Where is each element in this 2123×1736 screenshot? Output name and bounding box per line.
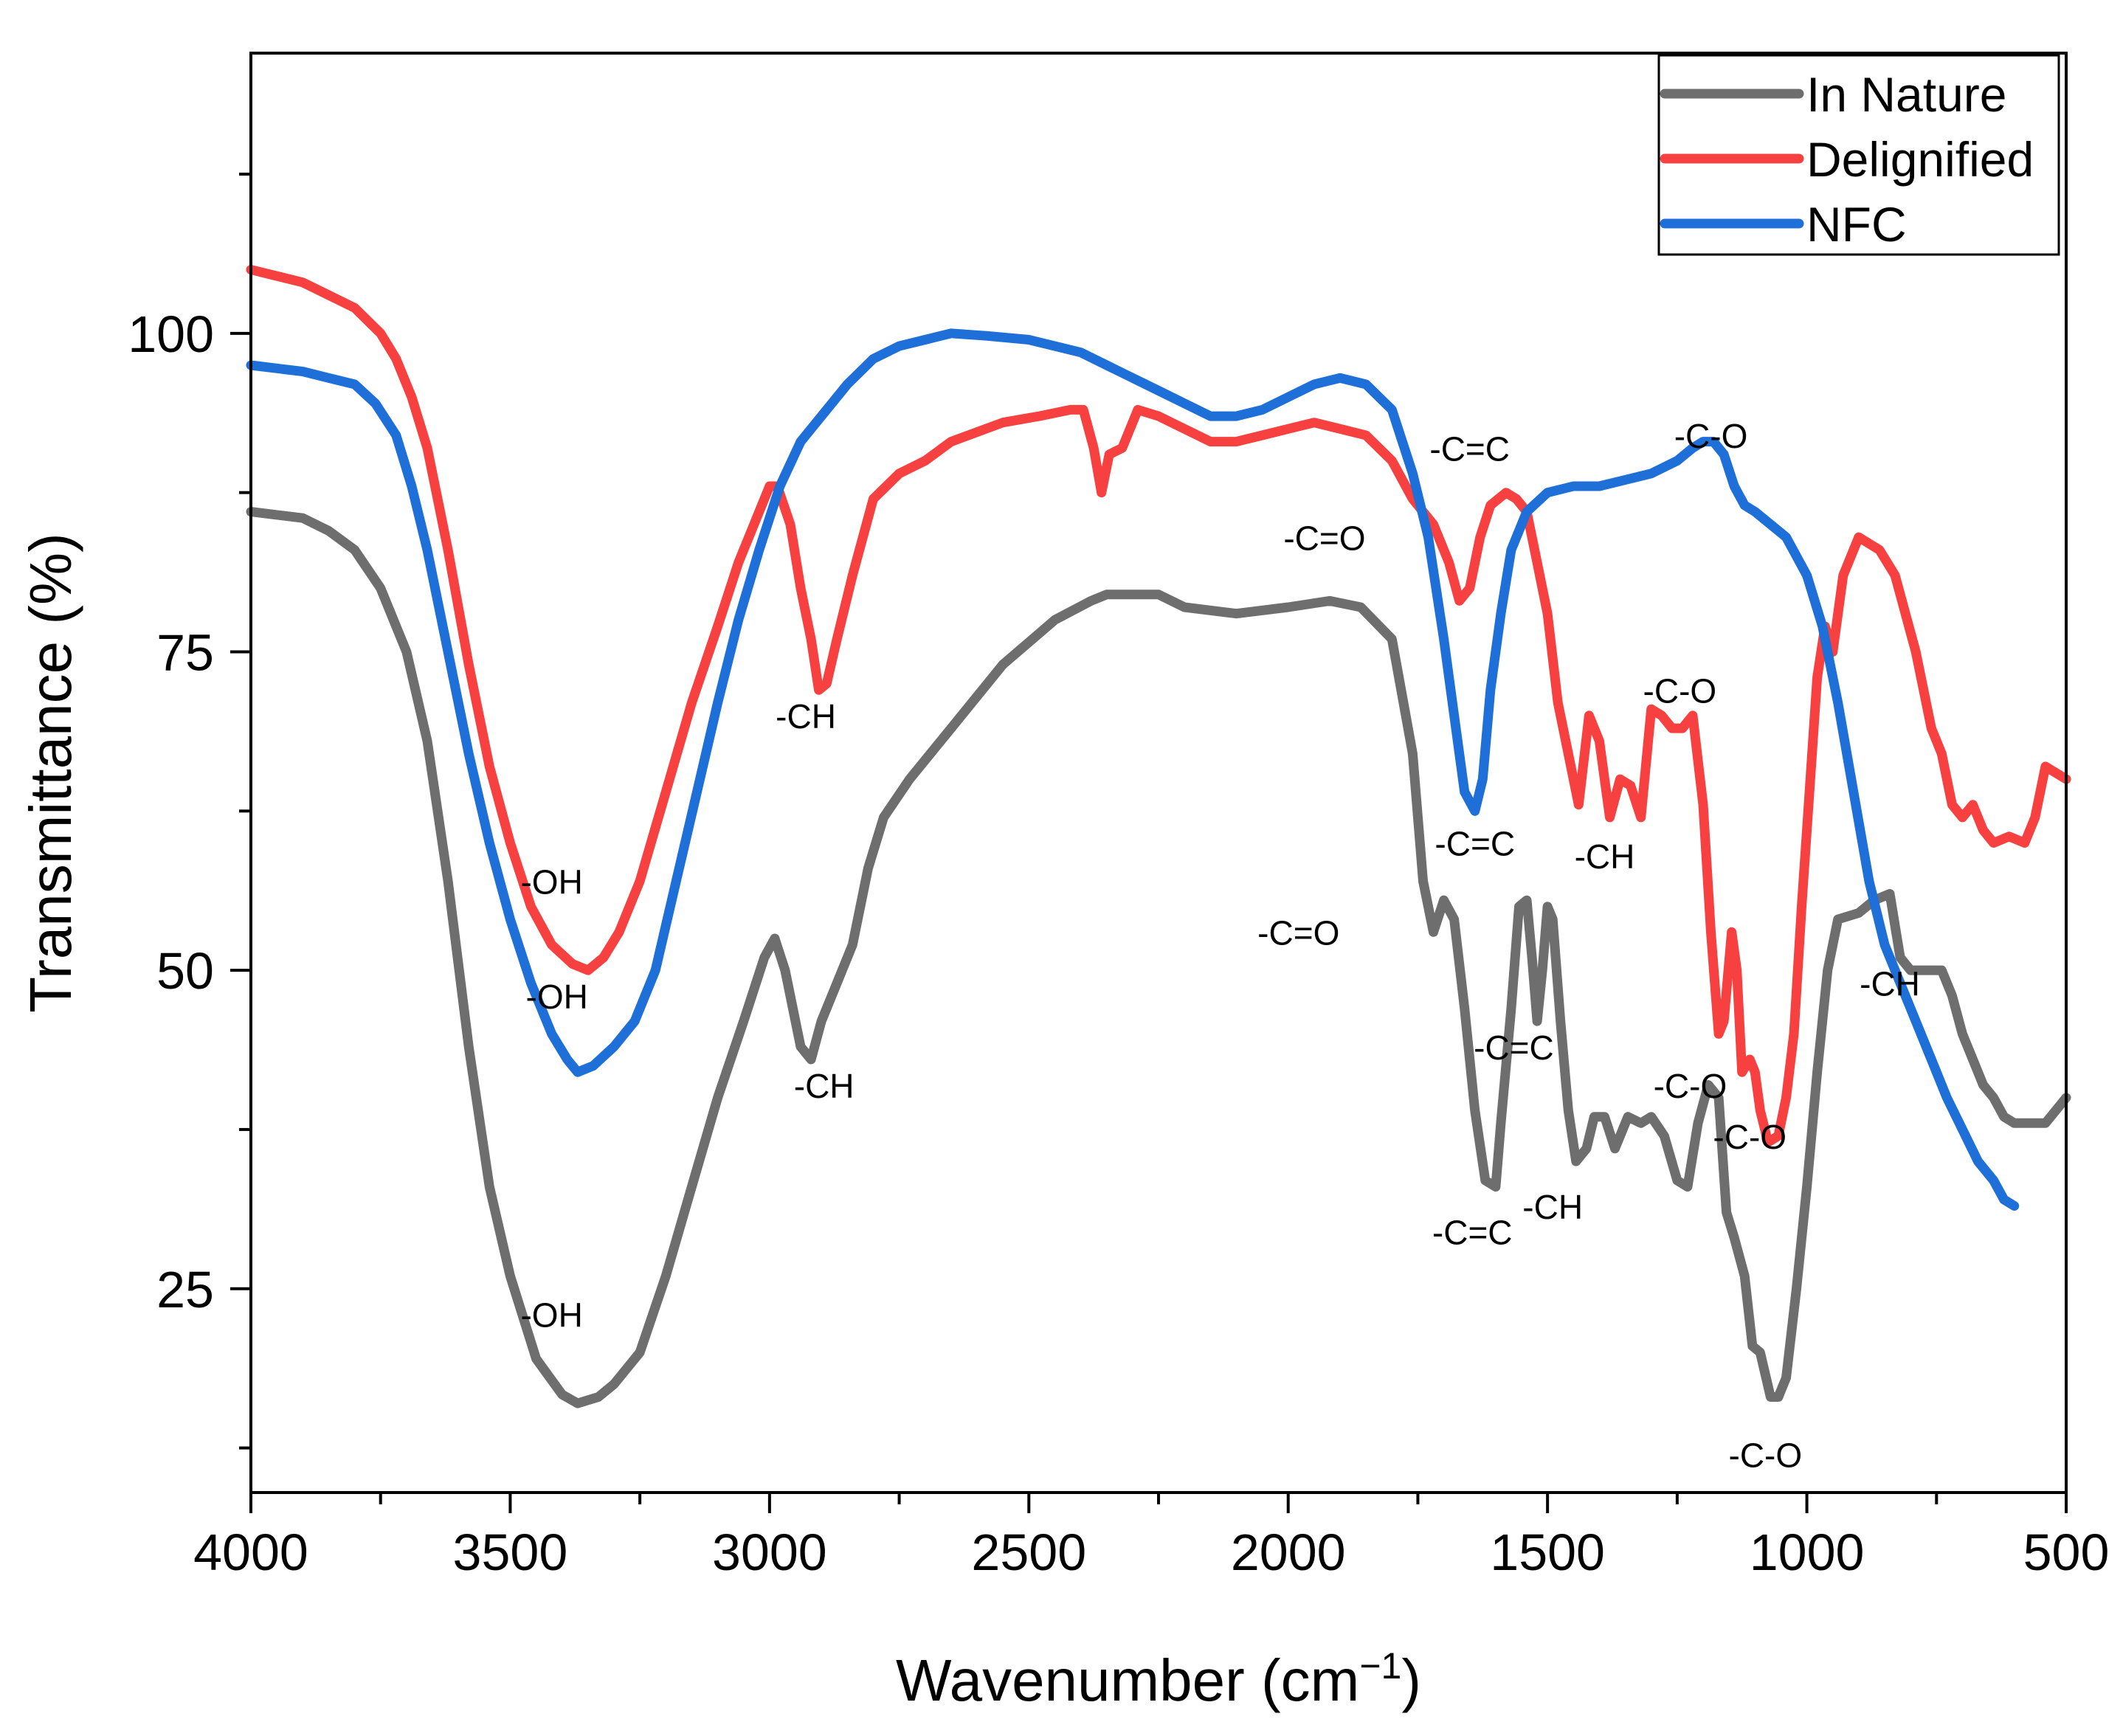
- peak-annotation: -CH: [776, 697, 836, 736]
- peak-annotation: -C-O: [1713, 1118, 1787, 1156]
- peak-annotation: -C-O: [1654, 1067, 1727, 1105]
- x-axis-ticks: 4000 3500 3000 2500 2000 1500 1000 500: [193, 1493, 2109, 1581]
- peak-annotation: -OH: [520, 1296, 582, 1335]
- x-tick-label: 2000: [1231, 1524, 1346, 1581]
- x-tick-label: 2500: [971, 1524, 1086, 1581]
- legend: In Nature Delignified NFC: [1657, 54, 2060, 256]
- peak-annotation: -C=O: [1257, 914, 1339, 952]
- x-tick-label: 3500: [453, 1524, 568, 1581]
- x-tick-label: 4000: [193, 1524, 308, 1581]
- peak-annotation: -CH: [794, 1067, 855, 1105]
- series-layer: [246, 265, 2071, 1408]
- x-tick-label: 1500: [1490, 1524, 1605, 1581]
- peak-annotation: -C=C: [1435, 825, 1515, 863]
- x-tick-label: 1000: [1750, 1524, 1865, 1581]
- x-tick-label: 3000: [712, 1524, 827, 1581]
- peak-annotation: -OH: [526, 978, 588, 1016]
- series-line-delignified: [246, 265, 2071, 1147]
- peak-annotation: -CH: [1575, 837, 1635, 876]
- y-tick-label: 100: [128, 305, 214, 363]
- series-line-in-nature: [246, 507, 2071, 1408]
- series-line-nfc: [246, 328, 2020, 1211]
- annotation-layer: -OH-OH-OH-CH-CH-C=O-C=O-C=C-C=C-C=C-C=C-…: [520, 417, 1919, 1474]
- peak-annotation: -OH: [520, 863, 582, 902]
- peak-annotation: -CH: [1522, 1188, 1583, 1226]
- peak-annotation: -C=O: [1283, 519, 1365, 557]
- peak-annotation: -C=C: [1474, 1028, 1554, 1067]
- y-axis-title: Transmittance (%): [18, 533, 83, 1013]
- peak-annotation: -C=C: [1432, 1213, 1513, 1251]
- y-axis-ticks: 25 50 75 100: [128, 173, 251, 1450]
- peak-annotation: -C-O: [1643, 672, 1717, 710]
- y-tick-label: 50: [156, 942, 214, 1000]
- x-axis-title: Wavenumber (cm−1): [896, 1645, 1421, 1713]
- y-tick-label: 75: [156, 623, 214, 681]
- peak-annotation: -C=C: [1429, 429, 1510, 468]
- legend-label: NFC: [1806, 197, 1907, 252]
- x-tick-label: 500: [2023, 1524, 2110, 1581]
- legend-label: In Nature: [1806, 67, 2006, 122]
- peak-annotation: -CH: [1860, 965, 1920, 1003]
- peak-annotation: -C-O: [1674, 417, 1748, 455]
- legend-label: Delignified: [1806, 132, 2034, 187]
- y-tick-label: 25: [156, 1261, 214, 1318]
- peak-annotation: -C-O: [1729, 1436, 1803, 1474]
